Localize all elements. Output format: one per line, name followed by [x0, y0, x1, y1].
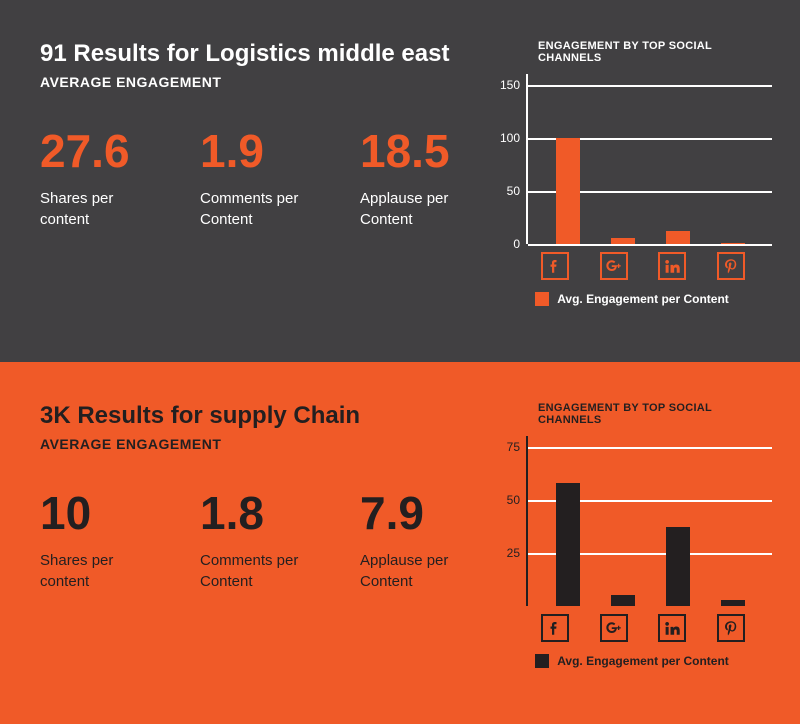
- facebook-icon: [546, 619, 564, 637]
- metric: 1.8 Comments per Content: [200, 490, 320, 592]
- metric-label: Comments per Content: [200, 188, 320, 230]
- x-axis-icons: [492, 606, 772, 642]
- metric: 18.5 Applause per Content: [360, 128, 480, 230]
- metrics-row: 10 Shares per content 1.8 Comments per C…: [40, 490, 492, 592]
- bars-container: [528, 74, 772, 244]
- googleplus-icon: [605, 257, 623, 275]
- facebook-icon: [546, 257, 564, 275]
- legend-swatch: [535, 654, 549, 668]
- chart-area: 25 50 75: [492, 436, 772, 606]
- metric: 1.9 Comments per Content: [200, 128, 320, 230]
- pinterest-icon: [722, 257, 740, 275]
- x-icon-googleplus: [600, 614, 628, 642]
- section-supplychain: 3K Results for supply Chain AVERAGE ENGA…: [0, 362, 800, 724]
- y-tick: 0: [513, 237, 520, 251]
- metric-value: 1.9: [200, 128, 320, 174]
- chart-title: ENGAGEMENT BY TOP SOCIAL CHANNELS: [492, 402, 772, 426]
- x-icon-pinterest: [717, 252, 745, 280]
- metric-value: 10: [40, 490, 160, 536]
- metric-label: Shares per content: [40, 188, 160, 230]
- y-tick: 100: [500, 131, 520, 145]
- bar-linkedin: [666, 527, 690, 606]
- bar-googleplus: [611, 595, 635, 606]
- metric-value: 27.6: [40, 128, 160, 174]
- metric: 7.9 Applause per Content: [360, 490, 480, 592]
- chart-plot: [526, 74, 772, 244]
- x-icon-facebook: [541, 614, 569, 642]
- bar-linkedin: [666, 231, 690, 244]
- section-right: ENGAGEMENT BY TOP SOCIAL CHANNELS 0 50 100…: [492, 40, 772, 334]
- y-tick: 150: [500, 78, 520, 92]
- x-axis-icons: [492, 244, 772, 280]
- chart-legend: Avg. Engagement per Content: [492, 292, 772, 306]
- gridline: [528, 244, 772, 246]
- x-icon-linkedin: [658, 614, 686, 642]
- legend-label: Avg. Engagement per Content: [557, 654, 729, 668]
- metric-value: 7.9: [360, 490, 480, 536]
- legend-label: Avg. Engagement per Content: [557, 292, 729, 306]
- metric-value: 1.8: [200, 490, 320, 536]
- section-left: 3K Results for supply Chain AVERAGE ENGA…: [40, 402, 492, 696]
- bar-googleplus: [611, 238, 635, 244]
- x-icon-googleplus: [600, 252, 628, 280]
- section-right: ENGAGEMENT BY TOP SOCIAL CHANNELS 25 50 75…: [492, 402, 772, 696]
- section-title: 3K Results for supply Chain: [40, 402, 492, 430]
- y-tick: 25: [507, 546, 520, 560]
- bars-container: [528, 436, 772, 606]
- x-icon-facebook: [541, 252, 569, 280]
- metric: 27.6 Shares per content: [40, 128, 160, 230]
- chart-plot: [526, 436, 772, 606]
- y-axis: 050100150: [492, 74, 526, 244]
- y-tick: 50: [507, 184, 520, 198]
- bar-facebook: [556, 138, 580, 244]
- chart-legend: Avg. Engagement per Content: [492, 654, 772, 668]
- metric-label: Applause per Content: [360, 550, 480, 592]
- x-icon-pinterest: [717, 614, 745, 642]
- metric: 10 Shares per content: [40, 490, 160, 592]
- bar-pinterest: [721, 600, 745, 606]
- x-icon-linkedin: [658, 252, 686, 280]
- linkedin-icon: [663, 257, 681, 275]
- section-subtitle: AVERAGE ENGAGEMENT: [40, 74, 492, 90]
- y-tick: 50: [507, 493, 520, 507]
- section-title: 91 Results for Logistics middle east: [40, 40, 492, 68]
- y-tick: 75: [507, 440, 520, 454]
- metric-value: 18.5: [360, 128, 480, 174]
- chart-title: ENGAGEMENT BY TOP SOCIAL CHANNELS: [492, 40, 772, 64]
- pinterest-icon: [722, 619, 740, 637]
- bar-pinterest: [721, 243, 745, 244]
- y-axis: 25 50 75: [492, 436, 526, 606]
- legend-swatch: [535, 292, 549, 306]
- googleplus-icon: [605, 619, 623, 637]
- section-subtitle: AVERAGE ENGAGEMENT: [40, 436, 492, 452]
- section-logistics: 91 Results for Logistics middle east AVE…: [0, 0, 800, 362]
- metric-label: Comments per Content: [200, 550, 320, 592]
- metrics-row: 27.6 Shares per content 1.9 Comments per…: [40, 128, 492, 230]
- metric-label: Applause per Content: [360, 188, 480, 230]
- metric-label: Shares per content: [40, 550, 160, 592]
- bar-facebook: [556, 483, 580, 606]
- linkedin-icon: [663, 619, 681, 637]
- chart-area: 050100150: [492, 74, 772, 244]
- section-left: 91 Results for Logistics middle east AVE…: [40, 40, 492, 334]
